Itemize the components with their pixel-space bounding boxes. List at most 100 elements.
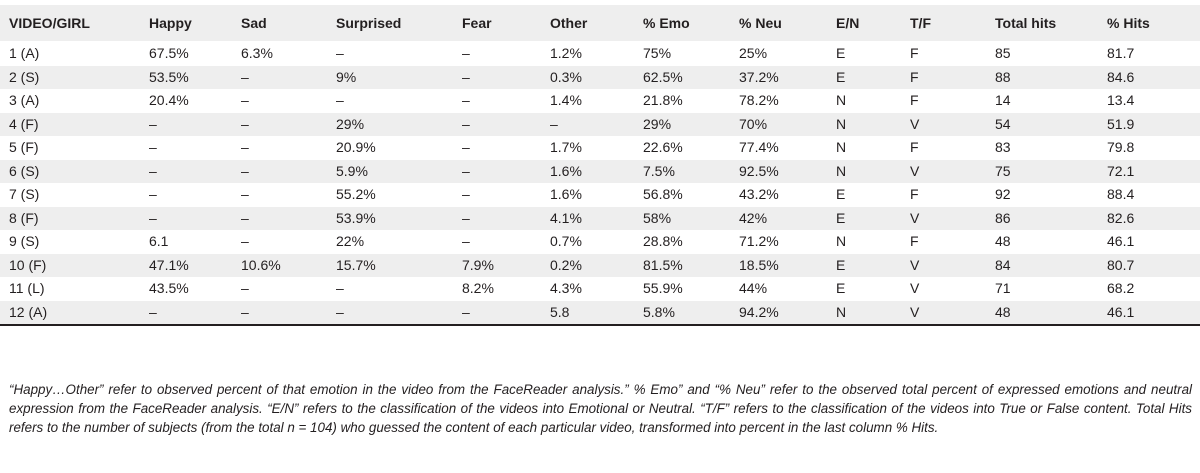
table-cell: 54 bbox=[986, 112, 1098, 136]
table-cell: E bbox=[827, 206, 901, 230]
table-cell: – bbox=[462, 186, 470, 203]
table-cell: 46.1 bbox=[1098, 300, 1200, 326]
table-cell: – bbox=[140, 112, 232, 136]
table-cell: – bbox=[232, 159, 327, 183]
table-cell: – bbox=[232, 112, 327, 136]
table-cell: 75% bbox=[643, 45, 672, 62]
table-cell: 44% bbox=[739, 280, 768, 297]
table-cell: – bbox=[241, 139, 249, 156]
table-cell: N bbox=[827, 159, 901, 183]
table-row: 12 (A) – – – –5.8 5.8% 94.2% N V 48 46.1 bbox=[0, 300, 1200, 326]
results-table: VIDEO/GIRL Happy Sad Surprised Fear Othe… bbox=[0, 5, 1200, 326]
table-cell: 28.8% bbox=[643, 233, 683, 250]
table-cell: 71 bbox=[995, 280, 1011, 297]
table-cell: V bbox=[910, 280, 920, 297]
table-cell: 88 bbox=[986, 65, 1098, 89]
table-cell: 6 (S) bbox=[0, 159, 140, 183]
table-cell: 75 bbox=[986, 159, 1098, 183]
table-cell: 7.9% bbox=[453, 253, 541, 277]
table-cell: 71.2% bbox=[739, 233, 779, 250]
table-cell: – bbox=[241, 233, 249, 250]
column-header-pct-neu: % Neu bbox=[730, 5, 827, 42]
table-cell: 37.2% bbox=[730, 65, 827, 89]
table-cell: – bbox=[149, 139, 157, 156]
table-cell: – bbox=[241, 186, 249, 203]
table-cell: 83 bbox=[995, 139, 1011, 156]
table-cell: 12 (A) bbox=[0, 300, 140, 326]
table-cell: 1.7% bbox=[550, 139, 582, 156]
table-row: 3 (A) 20.4% – – – 1.4% 21.8% 78.2% N F 14 13.4 bbox=[0, 89, 1200, 113]
table-cell: – bbox=[140, 159, 232, 183]
column-header-fear: Fear bbox=[453, 5, 541, 42]
table-row: 1 (A) 67.5% 6.3% – – 1.2% 75% 25% E F 85 81.7 bbox=[0, 42, 1200, 66]
table-row: 8 (F) – –53.9% –4.1% 58% 42% E V 86 82.6 bbox=[0, 206, 1200, 230]
table-cell: 53.9% bbox=[327, 206, 453, 230]
header-row: VIDEO/GIRL Happy Sad Surprised Fear Othe… bbox=[0, 5, 1200, 42]
column-header-total-hits: Total hits bbox=[986, 5, 1098, 42]
table-cell: 8 (F) bbox=[0, 206, 140, 230]
table-row: 9 (S) 6.1 – 22% – 0.7% 28.8% 71.2% N F 48 46.1 bbox=[0, 230, 1200, 254]
table-cell: 0.7% bbox=[550, 233, 582, 250]
table-cell: – bbox=[140, 206, 232, 230]
table-cell: – bbox=[462, 139, 470, 156]
table-cell: 55.2% bbox=[336, 186, 376, 203]
table-cell: 86 bbox=[986, 206, 1098, 230]
table-cell: 2 (S) bbox=[0, 65, 140, 89]
table-cell: 77.4% bbox=[739, 139, 779, 156]
table-cell: 55.9% bbox=[643, 280, 683, 297]
column-header-video-girl: VIDEO/GIRL bbox=[0, 5, 140, 42]
table-cell: V bbox=[901, 112, 986, 136]
column-header-pct-hits: % Hits bbox=[1098, 5, 1200, 42]
table-cell: 80.7 bbox=[1098, 253, 1200, 277]
table-cell: 72.1 bbox=[1098, 159, 1200, 183]
table-row: 11 (L) 43.5% – – 8.2% 4.3% 55.9% 44% E V 71 68.2 bbox=[0, 277, 1200, 301]
table-cell: 1.4% bbox=[550, 92, 582, 109]
table-cell: V bbox=[901, 300, 986, 326]
column-header-other: Other bbox=[541, 5, 634, 42]
table-cell: 5.9% bbox=[327, 159, 453, 183]
column-header-e-n: E/N bbox=[827, 5, 901, 42]
table-cell: 8.2% bbox=[462, 280, 494, 297]
table-cell: 53.5% bbox=[140, 65, 232, 89]
table-cell: 4.1% bbox=[541, 206, 634, 230]
table-cell: 25% bbox=[739, 45, 768, 62]
table-row: 6 (S) – –5.9% –1.6% 7.5% 92.5% N V 75 72.1 bbox=[0, 159, 1200, 183]
table-cell: E bbox=[836, 45, 846, 62]
table-cell: 11 (L) bbox=[9, 280, 45, 297]
table-cell: 15.7% bbox=[327, 253, 453, 277]
table-cell: 21.8% bbox=[643, 92, 683, 109]
table-cell: N bbox=[827, 300, 901, 326]
table-cell: – bbox=[232, 206, 327, 230]
table-cell: 68.2 bbox=[1107, 280, 1135, 297]
table-cell: – bbox=[232, 65, 327, 89]
table-header: VIDEO/GIRL Happy Sad Surprised Fear Othe… bbox=[0, 5, 1200, 42]
table-cell: F bbox=[910, 92, 919, 109]
table-cell: – bbox=[462, 233, 470, 250]
table-footnote: “Happy…Other” refer to observed percent … bbox=[9, 382, 1192, 435]
table-cell: 6.1 bbox=[149, 233, 169, 250]
table-cell: 84.6 bbox=[1098, 65, 1200, 89]
table-cell: 1 (A) bbox=[9, 45, 40, 62]
table-cell: 29% bbox=[327, 112, 453, 136]
table-cell: N bbox=[827, 112, 901, 136]
table-cell: – bbox=[453, 65, 541, 89]
table-row: 7 (S) – – 55.2% – 1.6% 56.8% 43.2% E F 92 88.4 bbox=[0, 183, 1200, 207]
table-cell: F bbox=[910, 186, 919, 203]
table-cell: F bbox=[910, 233, 919, 250]
table-row: 2 (S) 53.5% –9% –0.3% 62.5% 37.2% E F 88 84.6 bbox=[0, 65, 1200, 89]
table-cell: 94.2% bbox=[730, 300, 827, 326]
table-cell: 43.2% bbox=[739, 186, 779, 203]
table-cell: 85 bbox=[995, 45, 1011, 62]
table-cell: – bbox=[453, 112, 541, 136]
table-cell: 3 (A) bbox=[9, 92, 40, 109]
column-header-happy: Happy bbox=[140, 5, 232, 42]
table-cell: F bbox=[901, 65, 986, 89]
table-cell: V bbox=[901, 206, 986, 230]
table-cell: 1.6% bbox=[550, 186, 582, 203]
table-cell: 1.2% bbox=[550, 45, 582, 62]
table-cell: 46.1 bbox=[1107, 233, 1135, 250]
table-cell: E bbox=[827, 253, 901, 277]
table-cell: 13.4 bbox=[1107, 92, 1135, 109]
table-cell: – bbox=[327, 300, 453, 326]
